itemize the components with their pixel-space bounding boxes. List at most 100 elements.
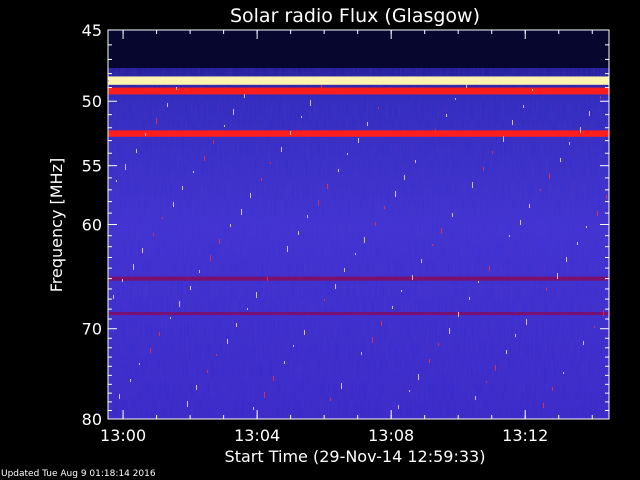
streak-126 (261, 178, 262, 181)
streak-129 (372, 337, 373, 343)
streak-65 (509, 235, 510, 237)
streak-6 (330, 398, 331, 401)
streak-60 (324, 299, 325, 301)
y-tick-label-3: 60 (82, 216, 102, 235)
updated-timestamp: Updated Tue Aug 9 01:18:14 2016 (1, 469, 156, 479)
streak-71 (230, 224, 231, 227)
streak-39 (549, 173, 550, 179)
band-5 (108, 312, 609, 316)
streak-25 (532, 89, 533, 91)
streak-29 (179, 301, 180, 307)
streak-5 (293, 345, 294, 347)
streak-48 (381, 321, 382, 326)
streak-63 (435, 129, 436, 134)
streak-36 (438, 343, 439, 346)
streak-54 (603, 310, 604, 316)
band-3 (108, 130, 609, 137)
x-tick-label-3: 13:12 (502, 426, 548, 445)
streaks-layer (108, 80, 607, 410)
streak-120 (540, 189, 541, 191)
band-4 (108, 276, 609, 281)
streak-81 (600, 96, 601, 99)
streak-45 (270, 162, 271, 164)
streak-32 (290, 131, 291, 135)
streak-7 (367, 122, 368, 126)
streak-22 (421, 259, 422, 263)
streak-49 (418, 374, 419, 380)
streak-109 (133, 264, 134, 270)
streak-33 (327, 184, 328, 189)
streak-131 (446, 114, 447, 117)
streak-4 (256, 292, 257, 298)
streak-20 (347, 153, 348, 155)
streak-67 (583, 341, 584, 345)
streak-89 (395, 191, 396, 197)
streak-79 (526, 319, 527, 325)
streak-132 (483, 167, 484, 171)
y-tick-label-4: 70 (82, 320, 102, 339)
streak-40 (586, 226, 587, 228)
x-axis: 13:00 13:04 13:08 13:12 (100, 30, 593, 445)
streak-14 (125, 164, 126, 170)
streak-31 (253, 407, 254, 410)
streak-77 (452, 213, 453, 217)
streak-3 (219, 239, 220, 244)
streak-50 (455, 98, 456, 100)
streak-57 (213, 140, 214, 144)
streak-128 (335, 284, 336, 289)
streak-139 (241, 209, 242, 215)
streak-102 (375, 222, 376, 226)
streak-56 (176, 87, 177, 90)
band-1 (108, 76, 609, 85)
streak-80 (563, 372, 564, 374)
streak-92 (506, 350, 507, 354)
streak-114 (318, 200, 319, 206)
streak-72 (267, 277, 268, 281)
streak-55 (139, 363, 140, 365)
streak-58 (250, 193, 251, 198)
streak-98 (227, 339, 228, 344)
streak-61 (361, 352, 362, 355)
streak-90 (432, 244, 433, 246)
streak-88 (358, 138, 359, 143)
streak-17 (236, 323, 237, 327)
streak-35 (401, 290, 402, 292)
streak-103 (412, 275, 413, 280)
streak-94 (580, 127, 581, 133)
streak-113 (281, 147, 282, 152)
streak-119 (503, 136, 504, 142)
streak-27 (606, 195, 607, 199)
streak-37 (475, 396, 476, 400)
plot-area (108, 30, 609, 419)
streak-38 (512, 120, 513, 125)
streak-127 (298, 231, 299, 235)
streak-135 (594, 326, 595, 328)
streak-133 (520, 220, 521, 225)
streak-121 (577, 242, 578, 245)
streak-62 (398, 405, 399, 409)
streak-118 (466, 83, 467, 88)
streak-74 (341, 383, 342, 389)
streak-34 (364, 237, 365, 243)
streak-106 (523, 105, 524, 108)
streak-21 (384, 206, 385, 209)
spectrogram-noise (108, 30, 609, 419)
streak-93 (543, 403, 544, 408)
band-0 (108, 30, 609, 68)
streak-76 (415, 160, 416, 163)
streak-137 (167, 103, 168, 107)
streak-82 (136, 149, 137, 153)
streak-70 (193, 171, 194, 173)
streak-136 (130, 379, 131, 382)
streak-26 (569, 142, 570, 145)
streak-1 (145, 133, 146, 136)
streak-8 (404, 175, 405, 180)
streak-52 (529, 204, 530, 208)
streak-75 (378, 107, 379, 109)
streak-138 (204, 156, 205, 161)
streak-18 (273, 376, 274, 381)
streak-78 (489, 266, 490, 271)
streak-59 (287, 246, 288, 252)
streak-96 (153, 233, 154, 236)
streak-134 (557, 273, 558, 279)
